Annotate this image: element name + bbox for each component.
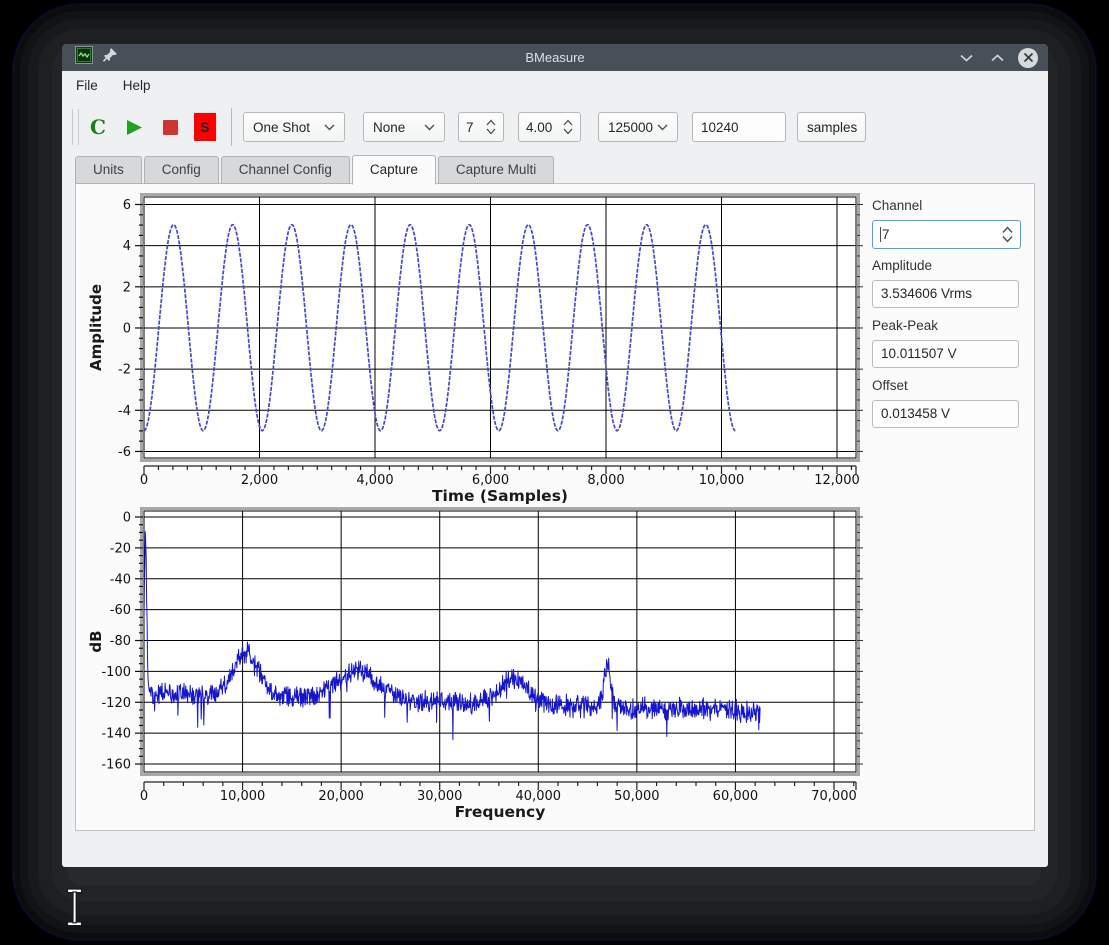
svg-text:20,000: 20,000 xyxy=(318,789,364,804)
capture-mode-select[interactable]: One Shot xyxy=(243,112,345,142)
app-icon xyxy=(75,46,93,69)
svg-text:-140: -140 xyxy=(101,727,131,742)
level-spinner[interactable]: 4.00 xyxy=(518,112,581,142)
svg-text:4: 4 xyxy=(123,239,131,254)
amplitude-label: Amplitude xyxy=(872,258,932,273)
offset-label: Offset xyxy=(872,378,908,393)
svg-text:8,000: 8,000 xyxy=(587,473,624,488)
svg-text:0: 0 xyxy=(123,321,131,336)
svg-text:-20: -20 xyxy=(110,541,131,556)
svg-text:6: 6 xyxy=(123,198,131,213)
text-caret xyxy=(880,227,881,242)
svg-text:-40: -40 xyxy=(110,572,131,587)
svg-text:12,000: 12,000 xyxy=(814,473,860,488)
spinner-arrows-icon xyxy=(486,119,496,135)
svg-text:0: 0 xyxy=(140,789,148,804)
app-window: BMeasure xyxy=(62,44,1048,867)
maximize-button[interactable] xyxy=(987,48,1007,68)
svg-text:2,000: 2,000 xyxy=(241,473,278,488)
channel-label: Channel xyxy=(872,198,922,213)
titlebar: BMeasure xyxy=(62,44,1048,71)
toolbar-grip[interactable] xyxy=(72,109,79,145)
menu-help[interactable]: Help xyxy=(112,74,162,97)
svg-text:-160: -160 xyxy=(101,758,131,773)
units-select[interactable]: samples xyxy=(797,112,866,142)
spinner-arrows-icon xyxy=(563,119,573,135)
peak-peak-value[interactable]: 10.011507 V xyxy=(872,340,1019,368)
svg-text:60,000: 60,000 xyxy=(713,789,759,804)
play-icon xyxy=(126,119,143,136)
tab-bar: Units Config Channel Config Capture Capt… xyxy=(75,155,556,184)
svg-text:-6: -6 xyxy=(118,445,131,460)
window-title: BMeasure xyxy=(62,50,1048,65)
svg-text:-2: -2 xyxy=(118,363,131,378)
svg-text:40,000: 40,000 xyxy=(516,789,562,804)
channel-spinner[interactable]: 7 xyxy=(872,220,1021,249)
svg-text:10,000: 10,000 xyxy=(699,473,745,488)
svg-text:-80: -80 xyxy=(110,634,131,649)
offset-value[interactable]: 0.013458 V xyxy=(872,400,1019,428)
pin-icon[interactable] xyxy=(102,47,118,68)
stop-capture-button[interactable] xyxy=(157,111,183,143)
spinner-arrows-icon[interactable] xyxy=(1002,226,1013,246)
tab-capture[interactable]: Capture xyxy=(352,155,436,185)
svg-text:70,000: 70,000 xyxy=(811,789,857,804)
time-domain-chart: -6 -4 -2 0 2 4 6 Amplitude 0 2,000 4,000 6,000 8,000… xyxy=(81,188,871,506)
amplitude-value[interactable]: 3.534606 Vrms xyxy=(872,280,1019,308)
start-capture-button[interactable] xyxy=(120,111,148,143)
stop-icon xyxy=(163,120,178,135)
connect-button[interactable]: C xyxy=(83,111,113,143)
trigger-select[interactable]: None xyxy=(363,112,445,142)
channel-count-spinner[interactable]: 7 xyxy=(458,112,504,142)
script-button[interactable]: S xyxy=(194,113,216,141)
svg-text:-120: -120 xyxy=(101,696,131,711)
tab-channel-config[interactable]: Channel Config xyxy=(221,156,350,184)
svg-text:30,000: 30,000 xyxy=(417,789,463,804)
menu-file[interactable]: File xyxy=(65,74,109,97)
toolbar-separator xyxy=(231,108,232,146)
sample-count-input[interactable]: 10240 xyxy=(692,112,786,142)
toolbar: C S One Shot None 7 4.00 xyxy=(62,100,1048,154)
svg-text:Time (Samples): Time (Samples) xyxy=(432,487,568,505)
mouse-cursor-ibeam xyxy=(63,887,87,929)
capture-panel: -6-4-20246Amplitude02,0004,0006,0008,000… xyxy=(75,183,1035,831)
svg-text:-4: -4 xyxy=(118,404,131,419)
svg-text:6,000: 6,000 xyxy=(472,473,509,488)
svg-text:50,000: 50,000 xyxy=(614,789,660,804)
menubar: File Help xyxy=(62,71,1048,100)
svg-text:2: 2 xyxy=(123,280,131,295)
svg-text:-100: -100 xyxy=(101,665,131,680)
svg-text:Frequency: Frequency xyxy=(455,803,546,821)
svg-text:dB: dB xyxy=(87,630,105,652)
tab-units[interactable]: Units xyxy=(75,156,142,184)
svg-text:0: 0 xyxy=(123,511,131,526)
chevron-down-icon xyxy=(324,124,335,131)
close-button[interactable] xyxy=(1018,48,1038,68)
tab-config[interactable]: Config xyxy=(144,156,219,184)
minimize-button[interactable] xyxy=(956,48,976,68)
svg-text:0: 0 xyxy=(140,473,148,488)
tab-capture-multi[interactable]: Capture Multi xyxy=(438,156,554,184)
svg-text:Amplitude: Amplitude xyxy=(87,284,105,371)
spectrum-chart: -160 -140 -120 -100 -80 -60 -40 -20 0 dB 0 10,000 20… xyxy=(81,504,871,822)
peak-peak-label: Peak-Peak xyxy=(872,318,938,333)
sample-rate-select[interactable]: 125000 xyxy=(598,112,678,142)
svg-text:4,000: 4,000 xyxy=(356,473,393,488)
svg-text:10,000: 10,000 xyxy=(220,789,265,804)
chevron-down-icon xyxy=(424,124,435,131)
svg-text:-60: -60 xyxy=(110,603,131,618)
chevron-down-icon xyxy=(657,124,668,131)
